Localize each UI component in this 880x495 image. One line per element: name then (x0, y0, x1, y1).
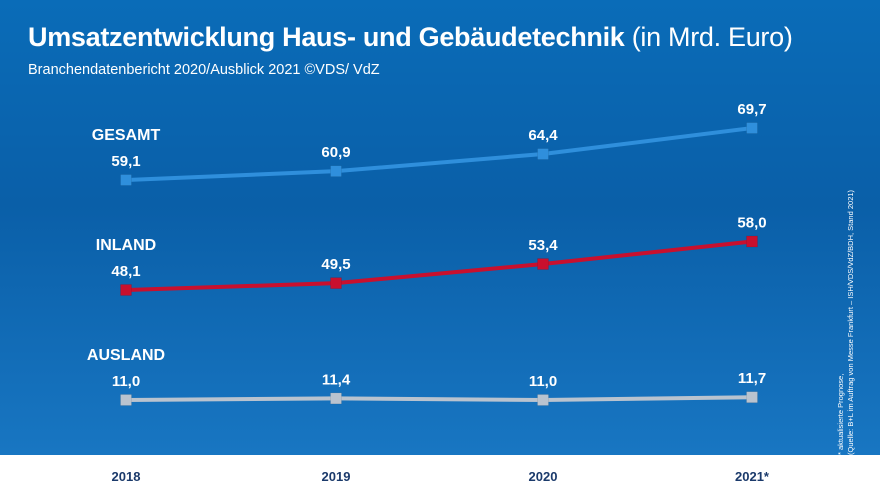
x-tick-label-2018: 2018 (111, 469, 141, 484)
data-point-gesamt-2020 (537, 148, 549, 160)
x-tick-label-2020: 2020 (528, 469, 558, 484)
data-point-gesamt-2019 (330, 165, 342, 177)
chart-panel (0, 0, 880, 455)
x-tick-label-2019: 2019 (321, 469, 351, 484)
x-axis: 2018 2019 2020 2021* (0, 455, 880, 495)
data-point-gesamt-2018 (120, 174, 132, 186)
series-name-gesamt: GESAMT (92, 127, 161, 144)
data-label-inland-2019: 49,5 (321, 256, 350, 273)
source-note-line-1: * aktualisierte Prognose, (836, 373, 845, 455)
data-point-inland-2018 (120, 284, 132, 296)
data-label-gesamt-2021*: 69,7 (737, 101, 766, 118)
series-line-gesamt (125, 126, 753, 182)
data-point-ausland-2019 (330, 392, 342, 405)
series-line-inland (125, 239, 753, 292)
data-label-gesamt-2020: 64,4 (528, 127, 558, 144)
source-note: * aktualisierte Prognose, (Quelle: B+L i… (836, 125, 856, 455)
data-label-gesamt-2019: 60,9 (321, 144, 350, 161)
data-label-ausland-2019: 11,4 (322, 371, 351, 388)
data-point-inland-2021* (746, 235, 758, 248)
series-name-inland: INLAND (96, 237, 156, 254)
data-label-gesamt-2018: 59,1 (111, 153, 140, 170)
series-line-ausland (125, 395, 753, 402)
data-point-ausland-2020 (537, 394, 549, 406)
data-label-inland-2018: 48,1 (111, 263, 140, 280)
title-unit: (in Mrd. Euro) (631, 22, 793, 52)
data-point-ausland-2021* (746, 391, 758, 403)
data-point-inland-2020 (537, 258, 549, 270)
line-chart: 59,1 60,9 64,4 69,7 GESAMT 48,1 49,5 53,4 58,0 IN… (87, 101, 766, 406)
x-tick-label-2021: 2021* (735, 469, 769, 484)
source-note-line-2: (Quelle: B+L im Auftrag von Messe Frankf… (846, 189, 855, 455)
chart-subtitle: Branchendatenbericht 2020/Ausblick 2021 … (28, 62, 380, 78)
data-point-gesamt-2021* (746, 122, 758, 134)
data-label-ausland-2021*: 11,7 (738, 370, 766, 387)
title-main: Umsatzentwicklung Haus- und Gebäudetechn… (28, 22, 625, 52)
chart-title: Umsatzentwicklung Haus- und Gebäudetechn… (28, 22, 793, 53)
data-label-inland-2021*: 58,0 (737, 214, 766, 231)
data-label-inland-2020: 53,4 (528, 237, 558, 254)
data-point-ausland-2018 (120, 394, 132, 406)
data-label-ausland-2020: 11,0 (529, 373, 557, 390)
data-point-inland-2019 (330, 277, 342, 289)
series-name-ausland: AUSLAND (87, 347, 165, 364)
data-label-ausland-2018: 11,0 (112, 373, 140, 390)
